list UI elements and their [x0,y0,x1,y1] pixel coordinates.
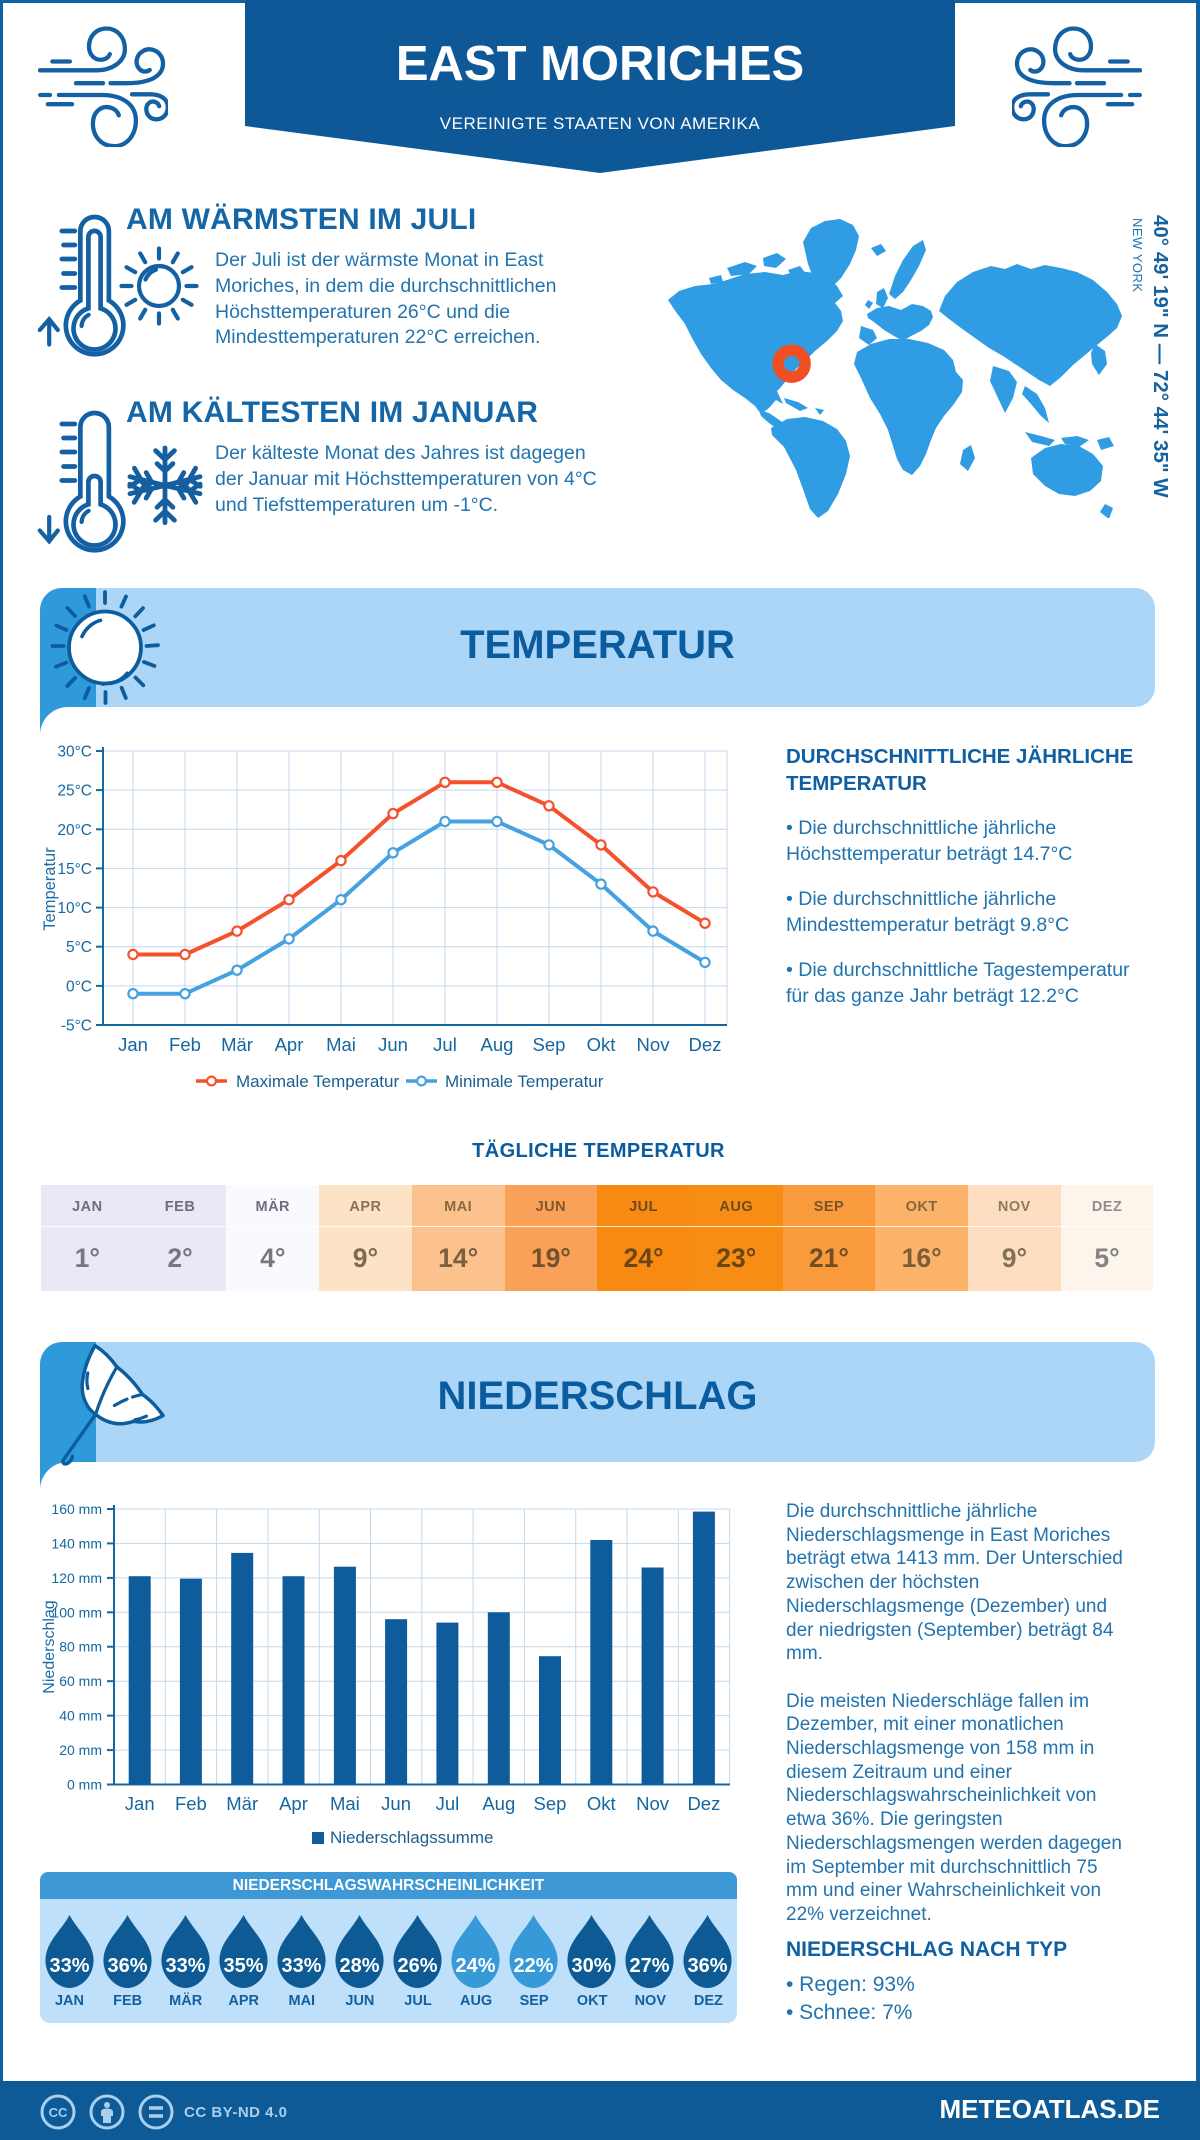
svg-text:Jul: Jul [436,1793,460,1814]
svg-text:10°C: 10°C [57,900,92,917]
svg-text:33%: 33% [165,1955,205,1977]
svg-text:22%: 22% [514,1955,554,1977]
svg-text:Nov: Nov [636,1793,670,1814]
svg-text:140 mm: 140 mm [51,1535,102,1551]
svg-text:Maximale Temperatur: Maximale Temperatur [236,1072,399,1090]
svg-text:33%: 33% [49,1955,89,1977]
svg-text:5°C: 5°C [66,939,92,956]
svg-text:0°C: 0°C [66,978,92,995]
svg-text:Okt: Okt [587,1034,616,1055]
svg-text:40 mm: 40 mm [59,1708,102,1724]
svg-text:160 mm: 160 mm [51,1501,102,1517]
svg-text:27%: 27% [630,1955,670,1977]
svg-text:20°C: 20°C [57,822,92,839]
svg-text:Apr: Apr [279,1793,308,1814]
svg-text:Jan: Jan [125,1793,155,1814]
svg-text:Jun: Jun [378,1034,408,1055]
svg-text:CC: CC [49,2105,68,2120]
svg-text:80 mm: 80 mm [59,1639,102,1655]
svg-text:60 mm: 60 mm [59,1673,102,1689]
svg-text:Apr: Apr [275,1034,304,1055]
svg-text:Temperatur: Temperatur [41,847,59,931]
svg-text:Okt: Okt [587,1793,616,1814]
svg-text:35%: 35% [223,1955,263,1977]
svg-text:Feb: Feb [169,1034,201,1055]
svg-text:Feb: Feb [175,1793,207,1814]
svg-text:Mär: Mär [226,1793,258,1814]
svg-text:20 mm: 20 mm [59,1742,102,1758]
svg-text:Niederschlagssumme: Niederschlagssumme [330,1828,493,1847]
svg-text:Mai: Mai [326,1034,356,1055]
svg-text:Aug: Aug [482,1793,515,1814]
svg-text:Jul: Jul [433,1034,457,1055]
svg-text:-5°C: -5°C [61,1018,92,1035]
svg-text:Sep: Sep [534,1793,567,1814]
svg-text:Jun: Jun [381,1793,411,1814]
svg-text:Mär: Mär [221,1034,253,1055]
svg-text:Dez: Dez [689,1034,722,1055]
svg-text:28%: 28% [339,1955,379,1977]
svg-text:30°C: 30°C [57,744,92,761]
svg-text:Minimale Temperatur: Minimale Temperatur [445,1072,604,1090]
svg-text:Aug: Aug [481,1034,514,1055]
svg-text:36%: 36% [688,1955,728,1977]
svg-text:25°C: 25°C [57,783,92,800]
svg-text:33%: 33% [281,1955,321,1977]
svg-text:100 mm: 100 mm [51,1604,102,1620]
svg-text:Mai: Mai [330,1793,360,1814]
svg-text:Sep: Sep [533,1034,566,1055]
svg-text:120 mm: 120 mm [51,1570,102,1586]
svg-text:0 mm: 0 mm [67,1777,102,1793]
svg-text:Jan: Jan [118,1034,148,1055]
svg-text:Nov: Nov [637,1034,671,1055]
svg-text:30%: 30% [572,1955,612,1977]
svg-text:Dez: Dez [687,1793,720,1814]
svg-text:36%: 36% [107,1955,147,1977]
svg-text:Niederschlag: Niederschlag [41,1600,58,1693]
svg-text:26%: 26% [397,1955,437,1977]
svg-text:24%: 24% [456,1955,496,1977]
svg-text:15°C: 15°C [57,861,92,878]
